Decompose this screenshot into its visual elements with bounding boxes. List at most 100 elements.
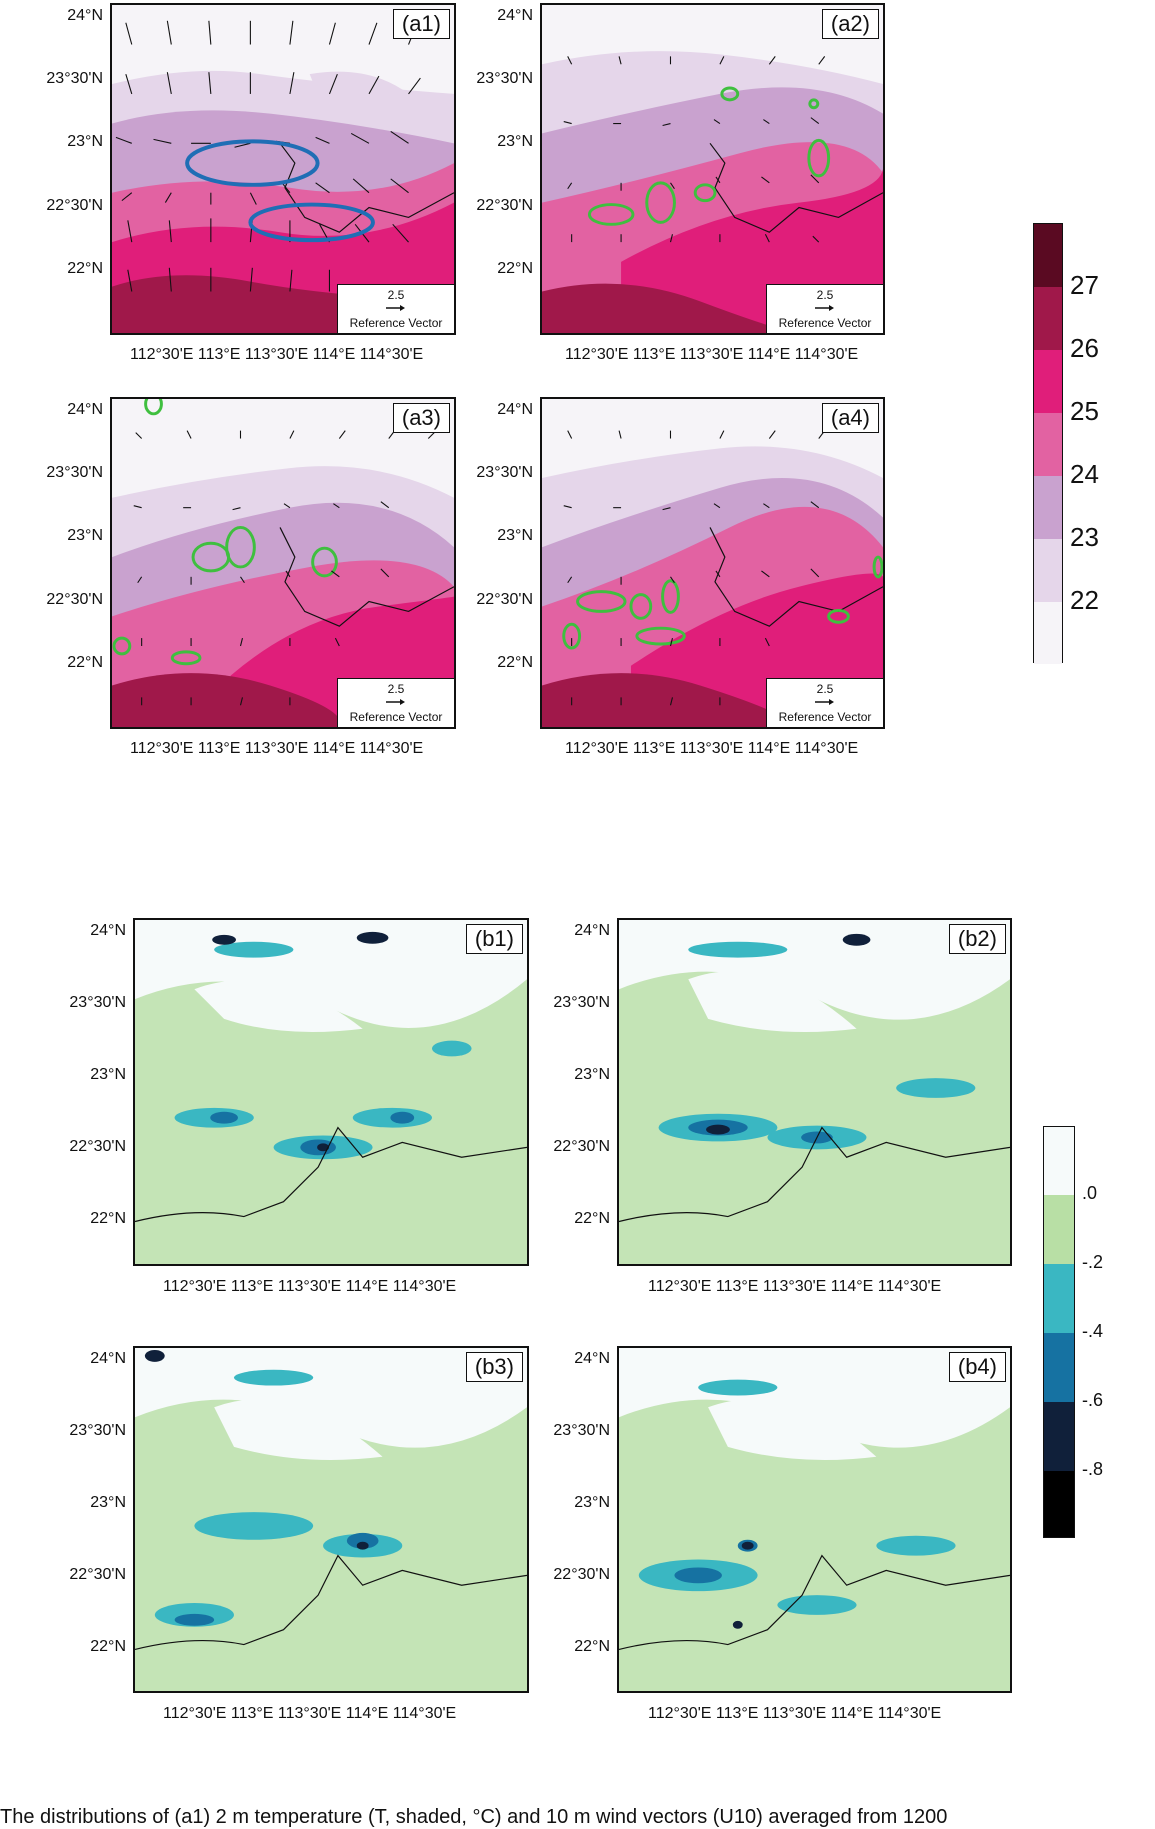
colorbar-segment: [1044, 1195, 1074, 1264]
panel-b2: (b2): [617, 918, 1012, 1266]
y-tick: 22°30'N: [476, 197, 533, 214]
temperature-field: [542, 5, 883, 333]
panel-label: (a2): [821, 9, 879, 39]
colorbar-segment: [1044, 1402, 1074, 1471]
temperature-field: [112, 399, 454, 727]
reference-vector-label: Reference Vector: [778, 316, 872, 330]
divergence-field: [135, 1348, 527, 1691]
reference-vector-label: Reference Vector: [349, 316, 443, 330]
temperature-field: [112, 5, 454, 333]
x-axis-a3: 112°30'E 113°E 113°30'E 114°E 114°30'E: [130, 740, 424, 757]
panel-a3: (a3) 2.5 Reference Vector: [110, 397, 456, 729]
x-axis-b4: 112°30'E 113°E 113°30'E 114°E 114°30'E: [648, 1705, 942, 1722]
panel-label: (b1): [465, 924, 523, 954]
colorbar-label: -.6: [1082, 1390, 1104, 1410]
reference-arrow-icon: [386, 305, 405, 311]
colorbar-label: 27: [1070, 270, 1099, 300]
colorbar-label: .0: [1082, 1183, 1098, 1203]
colorbar-label: 25: [1070, 396, 1099, 426]
panel-a4: (a4) 2.5 Reference Vector: [540, 397, 885, 729]
colorbar-segment: [1034, 413, 1062, 476]
highlight-ellipse-south: [248, 202, 375, 243]
y-tick: 23°30'N: [476, 464, 533, 481]
panel-b4: (b4): [617, 1346, 1012, 1693]
panel-label: (b2): [948, 924, 1006, 954]
reference-vector-label: Reference Vector: [778, 710, 872, 724]
y-tick: 24°N: [90, 1350, 126, 1367]
y-tick: 23°N: [574, 1066, 610, 1083]
y-tick: 24°N: [497, 7, 533, 24]
colorbar-segment: [1044, 1127, 1074, 1195]
colorbar-label: -.2: [1082, 1252, 1104, 1272]
y-tick: 24°N: [574, 1350, 610, 1367]
colorbar-label: -.4: [1082, 1321, 1104, 1341]
y-tick: 23°N: [67, 133, 103, 150]
colorbar-segment: [1044, 1264, 1074, 1333]
figure-caption: The distributions of (a1) 2 m temperatur…: [0, 1806, 948, 1828]
y-tick: 22°30'N: [69, 1138, 126, 1155]
reference-vector-box: 2.5 Reference Vector: [337, 284, 454, 333]
y-tick: 24°N: [497, 401, 533, 418]
y-tick: 22°N: [90, 1210, 126, 1227]
x-axis-b3: 112°30'E 113°E 113°30'E 114°E 114°30'E: [163, 1705, 457, 1722]
y-tick: 22°30'N: [46, 591, 103, 608]
colorbar-segment: [1034, 287, 1062, 350]
y-tick: 24°N: [67, 7, 103, 24]
y-tick: 23°30'N: [553, 1422, 610, 1439]
colorbar-segment: [1044, 1333, 1074, 1402]
y-tick: 23°30'N: [46, 464, 103, 481]
y-tick: 22°N: [497, 260, 533, 277]
colorbar-segment: [1034, 539, 1062, 602]
y-tick: 22°30'N: [553, 1566, 610, 1583]
divergence-colorbar: [1043, 1126, 1075, 1538]
x-axis-b1: 112°30'E 113°E 113°30'E 114°E 114°30'E: [163, 1278, 457, 1295]
colorbar-segment: [1034, 476, 1062, 539]
y-tick: 22°30'N: [46, 197, 103, 214]
reference-vector-value: 2.5: [387, 288, 405, 302]
temperature-colorbar: [1033, 223, 1063, 664]
temperature-field: [542, 399, 883, 727]
x-axis-b2: 112°30'E 113°E 113°30'E 114°E 114°30'E: [648, 1278, 942, 1295]
colorbar-label: 22: [1070, 585, 1099, 615]
y-tick: 23°N: [67, 527, 103, 544]
y-tick: 22°30'N: [476, 591, 533, 608]
y-tick: 22°30'N: [553, 1138, 610, 1155]
y-tick: 22°N: [574, 1638, 610, 1655]
y-tick: 23°30'N: [46, 70, 103, 87]
colorbar-segment: [1034, 602, 1062, 664]
x-axis-a2: 112°30'E 113°E 113°30'E 114°E 114°30'E: [565, 346, 859, 363]
y-tick: 22°N: [67, 260, 103, 277]
y-tick: 24°N: [67, 401, 103, 418]
y-tick: 23°N: [574, 1494, 610, 1511]
y-tick: 22°30'N: [69, 1566, 126, 1583]
reference-vector-value: 2.5: [816, 288, 834, 302]
reference-vector-label: Reference Vector: [349, 710, 443, 724]
reference-vector-box: 2.5 Reference Vector: [337, 678, 454, 727]
reference-arrow-icon: [815, 699, 834, 705]
panel-a2: (a2) 2.5 Reference Vector: [540, 3, 885, 335]
panel-b1: (b1): [133, 918, 529, 1266]
y-tick: 23°30'N: [69, 994, 126, 1011]
colorbar-label: 24: [1070, 459, 1099, 489]
panel-label: (b3): [465, 1352, 523, 1382]
y-tick: 23°30'N: [476, 70, 533, 87]
colorbar-label: 26: [1070, 333, 1099, 363]
y-tick: 23°N: [90, 1066, 126, 1083]
y-tick: 23°N: [497, 133, 533, 150]
divergence-field: [619, 1348, 1010, 1691]
reference-arrow-icon: [815, 305, 834, 311]
reference-arrow-icon: [386, 699, 405, 705]
panel-a1: (a1) 2.5 Reference Vector: [110, 3, 456, 335]
y-tick: 23°N: [497, 527, 533, 544]
reference-vector-value: 2.5: [387, 682, 405, 696]
y-tick: 22°N: [90, 1638, 126, 1655]
y-tick: 23°30'N: [69, 1422, 126, 1439]
reference-vector-box: 2.5 Reference Vector: [766, 284, 883, 333]
panel-label: (a1): [392, 9, 450, 39]
y-tick: 24°N: [90, 922, 126, 939]
y-tick: 24°N: [574, 922, 610, 939]
y-tick: 22°N: [574, 1210, 610, 1227]
colorbar-label: -.8: [1082, 1459, 1104, 1479]
reference-vector-value: 2.5: [816, 682, 834, 696]
colorbar-segment: [1034, 350, 1062, 413]
